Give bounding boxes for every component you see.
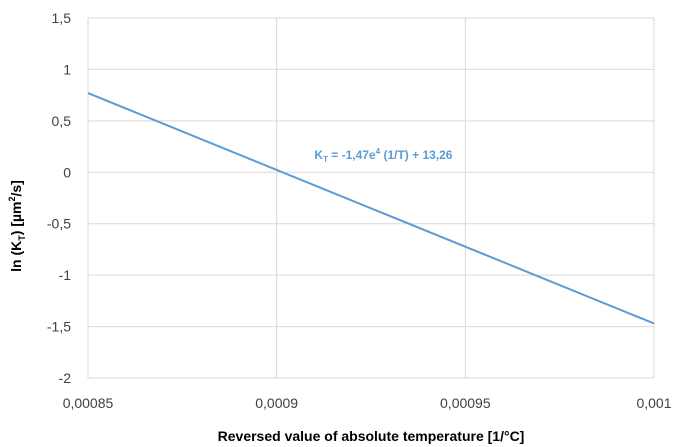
series-line xyxy=(87,92,655,325)
annot-rest: (1/T) + 13,26 xyxy=(380,148,453,162)
y-tick-label: 1,5 xyxy=(52,10,72,26)
annot-sup: 4 xyxy=(376,147,381,156)
annot-k-sub: T xyxy=(323,155,328,164)
x-tick-label: 0,0009 xyxy=(255,395,298,411)
y-tick-label: 0 xyxy=(63,164,71,180)
x-tick-label: 0,001 xyxy=(636,395,671,411)
y-tick-label: -2 xyxy=(59,370,72,386)
y-tick-label: -1 xyxy=(59,267,72,283)
equation-annotation: KT = -1,47e4 (1/T) + 13,26 xyxy=(314,147,452,164)
y-axis-title: ln (KT) [µm2/s] xyxy=(7,180,27,272)
y-title-mid: ) [µm xyxy=(8,202,24,236)
y-tick-labels: 1,5 1 0,5 0 -0,5 -1 -1,5 -2 xyxy=(47,10,71,386)
annot-eq: = -1,47e xyxy=(328,148,376,162)
y-tick-label: -0,5 xyxy=(47,216,71,232)
y-title-main: ln (K xyxy=(8,241,24,272)
y-tick-label: -1,5 xyxy=(47,319,71,335)
x-axis-title: Reversed value of absolute temperature [… xyxy=(218,428,525,444)
y-title-sub: T xyxy=(17,235,27,241)
grid-lines xyxy=(87,17,655,379)
annot-k: K xyxy=(314,148,323,162)
series-group xyxy=(87,92,655,325)
x-tick-label: 0,00095 xyxy=(440,395,491,411)
y-tick-label: 1 xyxy=(63,61,71,77)
x-tick-labels: 0,00085 0,0009 0,00095 0,001 xyxy=(63,395,672,411)
y-title-end: /s] xyxy=(8,180,24,196)
y-tick-label: 0,5 xyxy=(52,113,72,129)
y-title-sup: 2 xyxy=(7,196,17,201)
x-tick-label: 0,00085 xyxy=(63,395,114,411)
